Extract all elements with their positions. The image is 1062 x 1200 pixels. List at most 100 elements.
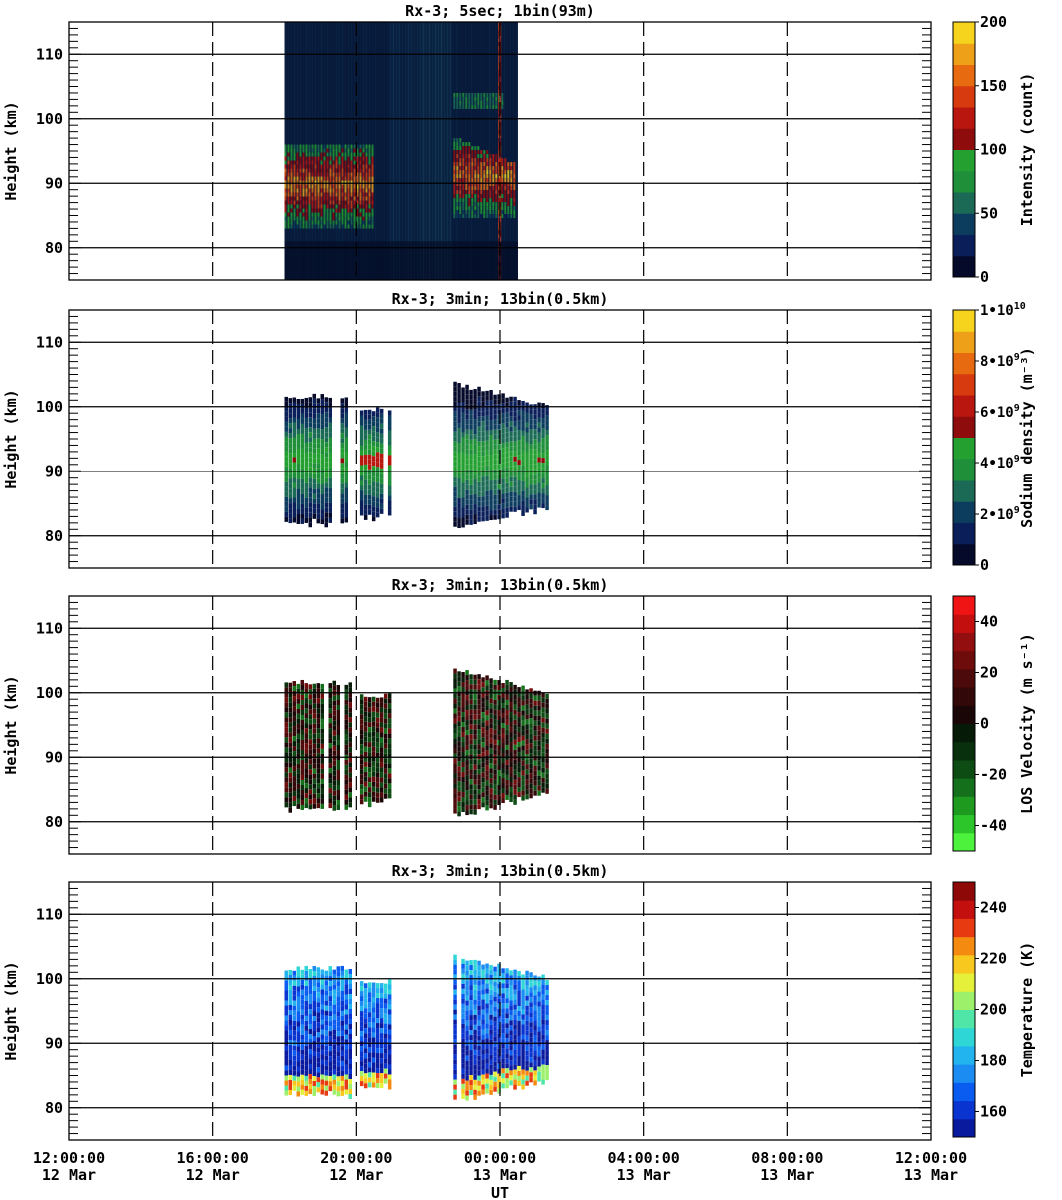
intensity-column: [404, 22, 407, 280]
intensity-column: [422, 22, 425, 280]
data-cell: [284, 456, 288, 462]
intensity-column: [506, 22, 509, 280]
colorbar-swatch: [953, 437, 975, 460]
data-cell: [371, 786, 376, 792]
data-cell: [371, 791, 376, 797]
intensity-column: [398, 22, 401, 280]
intensity-cell: [459, 150, 462, 155]
data-cell: [288, 468, 292, 474]
intensity-cell: [290, 204, 293, 209]
intensity-cell: [498, 150, 500, 154]
data-cell: [288, 727, 292, 733]
data-cell: [363, 409, 368, 415]
data-cell: [284, 471, 288, 477]
data-cell: [465, 960, 469, 966]
intensity-cell: [368, 180, 371, 185]
intensity-cell: [498, 206, 500, 210]
data-cell: [537, 1001, 541, 1007]
data-cell: [473, 674, 477, 680]
data-cell: [509, 1005, 513, 1011]
data-cell: [367, 1022, 372, 1028]
data-cell: [513, 396, 517, 402]
data-cell: [501, 478, 505, 484]
intensity-cell: [359, 180, 362, 185]
data-cell: [453, 954, 457, 960]
intensity-cell: [468, 182, 471, 187]
intensity-cell: [498, 226, 500, 230]
colorbar-swatch: [953, 632, 975, 652]
data-cell: [509, 476, 513, 482]
data-cell: [541, 747, 545, 753]
data-cell: [457, 726, 461, 732]
data-cell: [304, 467, 308, 473]
data-cell: [513, 1069, 517, 1075]
data-cell: [453, 969, 457, 975]
data-cell: [328, 1011, 332, 1017]
intensity-cell: [498, 74, 500, 78]
intensity-cell: [498, 210, 501, 215]
data-cell: [505, 794, 509, 800]
data-cell: [379, 983, 384, 989]
data-cell: [336, 794, 340, 800]
data-cell: [513, 719, 517, 725]
data-cell: [371, 421, 376, 427]
data-cell: [541, 707, 545, 713]
data-cell: [469, 434, 473, 440]
data-cell: [344, 497, 348, 503]
data-cell: [497, 710, 501, 716]
intensity-cell: [296, 188, 299, 193]
data-cell: [453, 999, 457, 1005]
intensity-cell: [368, 144, 371, 149]
colorbar-swatch: [953, 480, 975, 502]
data-cell: [457, 716, 461, 722]
intensity-cell: [359, 152, 362, 157]
data-cell: [465, 765, 469, 771]
data-cell: [505, 1078, 509, 1084]
y-tick-label: 100: [36, 110, 63, 128]
data-cell: [288, 692, 292, 698]
intensity-cell: [371, 168, 374, 173]
data-cell: [489, 743, 493, 749]
data-cell: [371, 506, 376, 512]
data-cell: [296, 1006, 300, 1012]
data-cell: [521, 715, 525, 721]
data-cell: [453, 773, 457, 779]
data-cell: [453, 768, 457, 774]
intensity-cell: [498, 218, 500, 222]
data-cell: [359, 734, 364, 740]
data-cell: [348, 802, 352, 808]
data-cell: [375, 1013, 380, 1019]
data-cell: [296, 768, 300, 774]
data-cell: [505, 1003, 509, 1009]
data-cell: [457, 811, 461, 817]
intensity-cell: [368, 148, 371, 153]
data-cell: [379, 777, 384, 783]
data-cell: [284, 980, 288, 986]
data-cell: [367, 782, 372, 788]
intensity-cell: [468, 104, 471, 109]
data-cell: [481, 984, 485, 990]
data-cell: [387, 410, 392, 416]
intensity-cell: [362, 168, 365, 173]
data-cell: [517, 405, 521, 411]
intensity-cell: [368, 176, 371, 181]
data-cell: [284, 1010, 288, 1016]
data-cell: [332, 765, 336, 771]
data-cell: [308, 1039, 312, 1045]
data-cell: [485, 710, 489, 716]
intensity-cell: [500, 230, 502, 234]
data-cell: [469, 499, 473, 505]
data-cell: [375, 417, 380, 423]
data-cell: [328, 477, 332, 483]
data-cell: [316, 503, 320, 509]
data-cell: [300, 694, 304, 700]
data-cell: [387, 693, 392, 699]
data-cell: [308, 437, 312, 443]
data-cell: [529, 1077, 533, 1083]
data-cell: [340, 965, 344, 971]
data-cell: [296, 453, 300, 459]
data-cell: [477, 794, 481, 800]
data-cell: [340, 483, 344, 489]
intensity-cell: [489, 174, 492, 179]
data-cell: [529, 698, 533, 704]
